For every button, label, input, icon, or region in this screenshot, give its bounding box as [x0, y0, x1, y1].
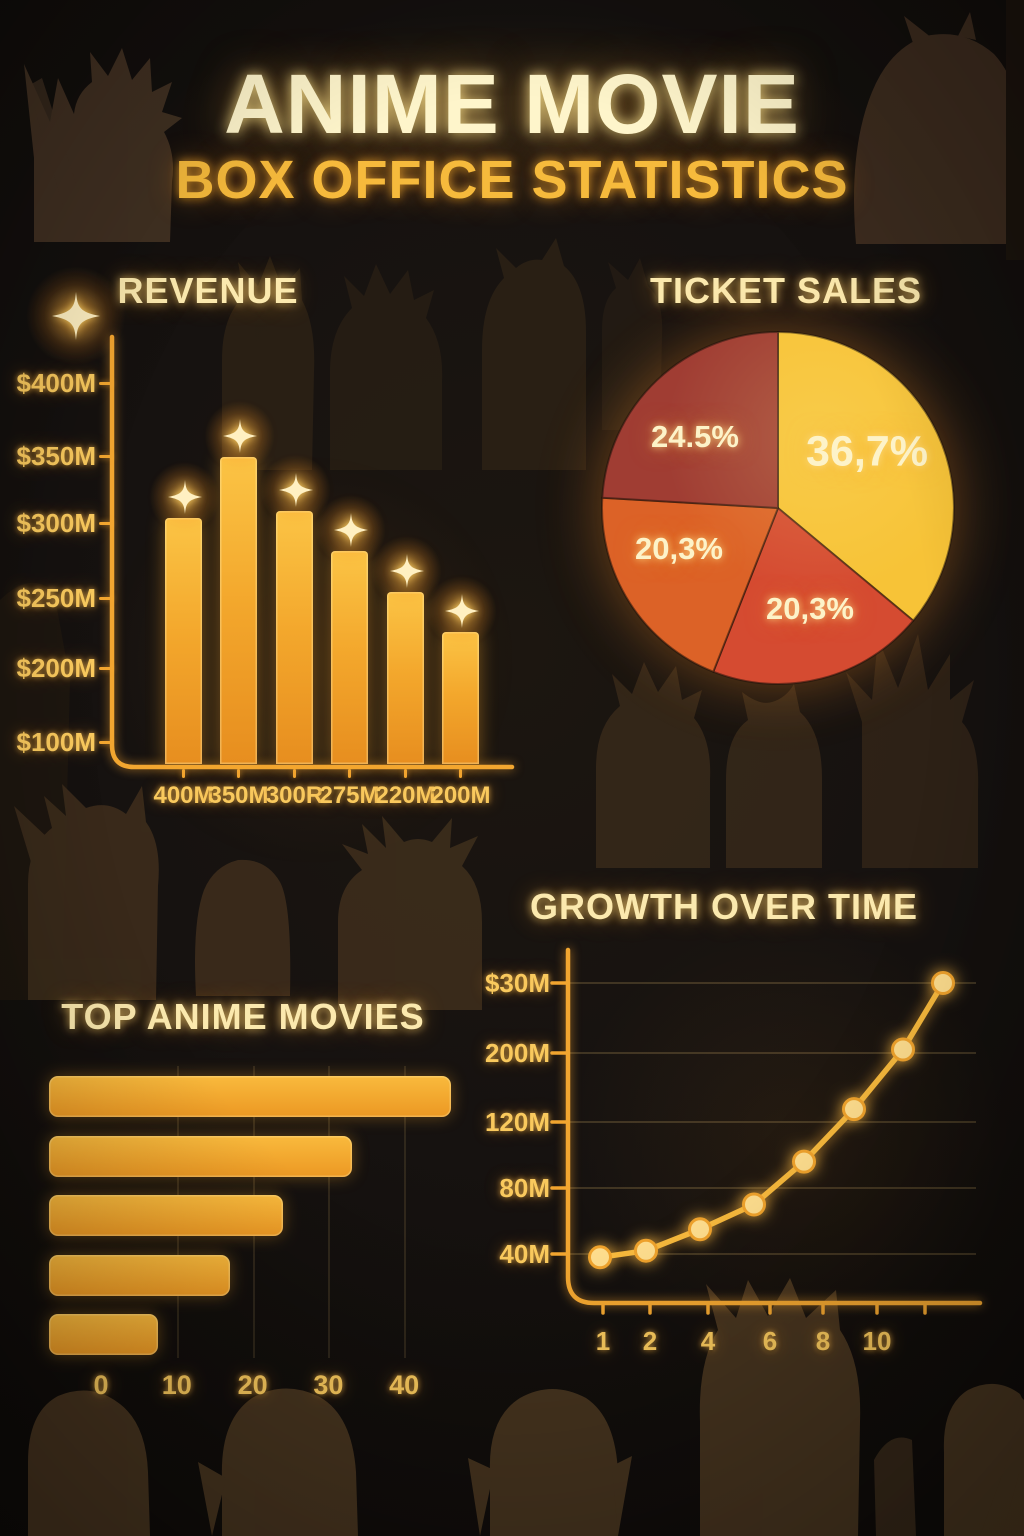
revenue-bar — [220, 457, 257, 764]
ticket-sales-chart-title: TICKET SALES — [649, 270, 923, 311]
revenue-y-tick-label: $250M — [16, 583, 97, 613]
top-movies-bar — [49, 1195, 283, 1236]
revenue-y-tick — [99, 521, 113, 525]
growth-y-tick-label: $30M — [484, 968, 550, 998]
revenue-bar — [387, 592, 424, 764]
revenue-y-tick — [99, 740, 113, 744]
main-title: ANIME MOVIE — [224, 57, 800, 151]
growth-x-tick-label: 4 — [700, 1326, 716, 1356]
revenue-x-label: 350M — [208, 782, 269, 809]
revenue-y-tick-label: $100M — [16, 727, 97, 757]
growth-y-tick-label: 200M — [484, 1038, 550, 1068]
revenue-x-tick — [459, 769, 462, 778]
growth-x-tick-label: 1 — [595, 1326, 611, 1356]
pie-slice-label: 20,3% — [766, 591, 854, 626]
revenue-x-label: 400M — [153, 782, 214, 809]
revenue-x-tick — [182, 769, 185, 778]
main-subtitle: BOX OFFICE STATISTICS — [175, 150, 849, 210]
pie-highlight — [602, 332, 954, 684]
top-anime-movies-chart-title: TOP ANIME MOVIES — [61, 996, 425, 1037]
revenue-x-label: 300R — [265, 782, 324, 809]
revenue-y-tick — [99, 596, 113, 600]
revenue-y-tick — [99, 381, 113, 385]
top-movies-bar — [49, 1136, 352, 1177]
revenue-y-tick — [99, 454, 113, 458]
pie-slice-label: 24.5% — [651, 419, 739, 454]
top-movies-bar — [49, 1076, 451, 1117]
revenue-x-tick — [237, 769, 240, 778]
growth-y-tick-label: 80M — [499, 1173, 550, 1203]
revenue-bar — [331, 551, 368, 764]
revenue-x-tick — [293, 769, 296, 778]
top-movies-x-label: 40 — [389, 1370, 420, 1400]
top-movies-x-label: 0 — [93, 1370, 109, 1400]
revenue-y-tick-label: $400M — [16, 368, 97, 398]
revenue-x-label: 220M — [375, 782, 436, 809]
revenue-x-tick — [348, 769, 351, 778]
pie-slice-label: 36,7% — [806, 427, 928, 476]
revenue-chart-title: REVENUE — [117, 270, 299, 311]
revenue-y-tick-label: $300M — [16, 508, 97, 538]
revenue-x-tick — [404, 769, 407, 778]
growth-x-tick-label: 6 — [762, 1326, 778, 1356]
revenue-x-label: 200M — [430, 782, 491, 809]
top-movies-x-label: 10 — [161, 1370, 192, 1400]
revenue-bar — [276, 511, 313, 764]
growth-over-time-chart-title: GROWTH OVER TIME — [530, 886, 918, 927]
growth-y-tick-label: 120M — [484, 1107, 550, 1137]
pie-slice-label: 20,3% — [635, 531, 723, 566]
top-movies-bar — [49, 1255, 230, 1296]
growth-x-tick-label: 8 — [815, 1326, 831, 1356]
revenue-y-tick-label: $200M — [16, 653, 97, 683]
top-movies-gridline — [404, 1066, 407, 1358]
revenue-x-label: 275M — [319, 782, 380, 809]
growth-x-tick-label: 2 — [642, 1326, 658, 1356]
revenue-y-tick-label: $350M — [16, 441, 97, 471]
top-movies-bar — [49, 1314, 158, 1355]
revenue-bar — [165, 518, 202, 764]
revenue-bar — [442, 632, 479, 764]
top-movies-x-label: 20 — [237, 1370, 268, 1400]
growth-x-tick-label: 10 — [862, 1326, 892, 1356]
ticket-sales-pie — [600, 331, 955, 685]
growth-y-tick-label: 40M — [499, 1239, 550, 1269]
revenue-y-tick — [99, 666, 113, 670]
top-movies-gridline — [328, 1066, 331, 1358]
top-movies-x-label: 30 — [313, 1370, 344, 1400]
